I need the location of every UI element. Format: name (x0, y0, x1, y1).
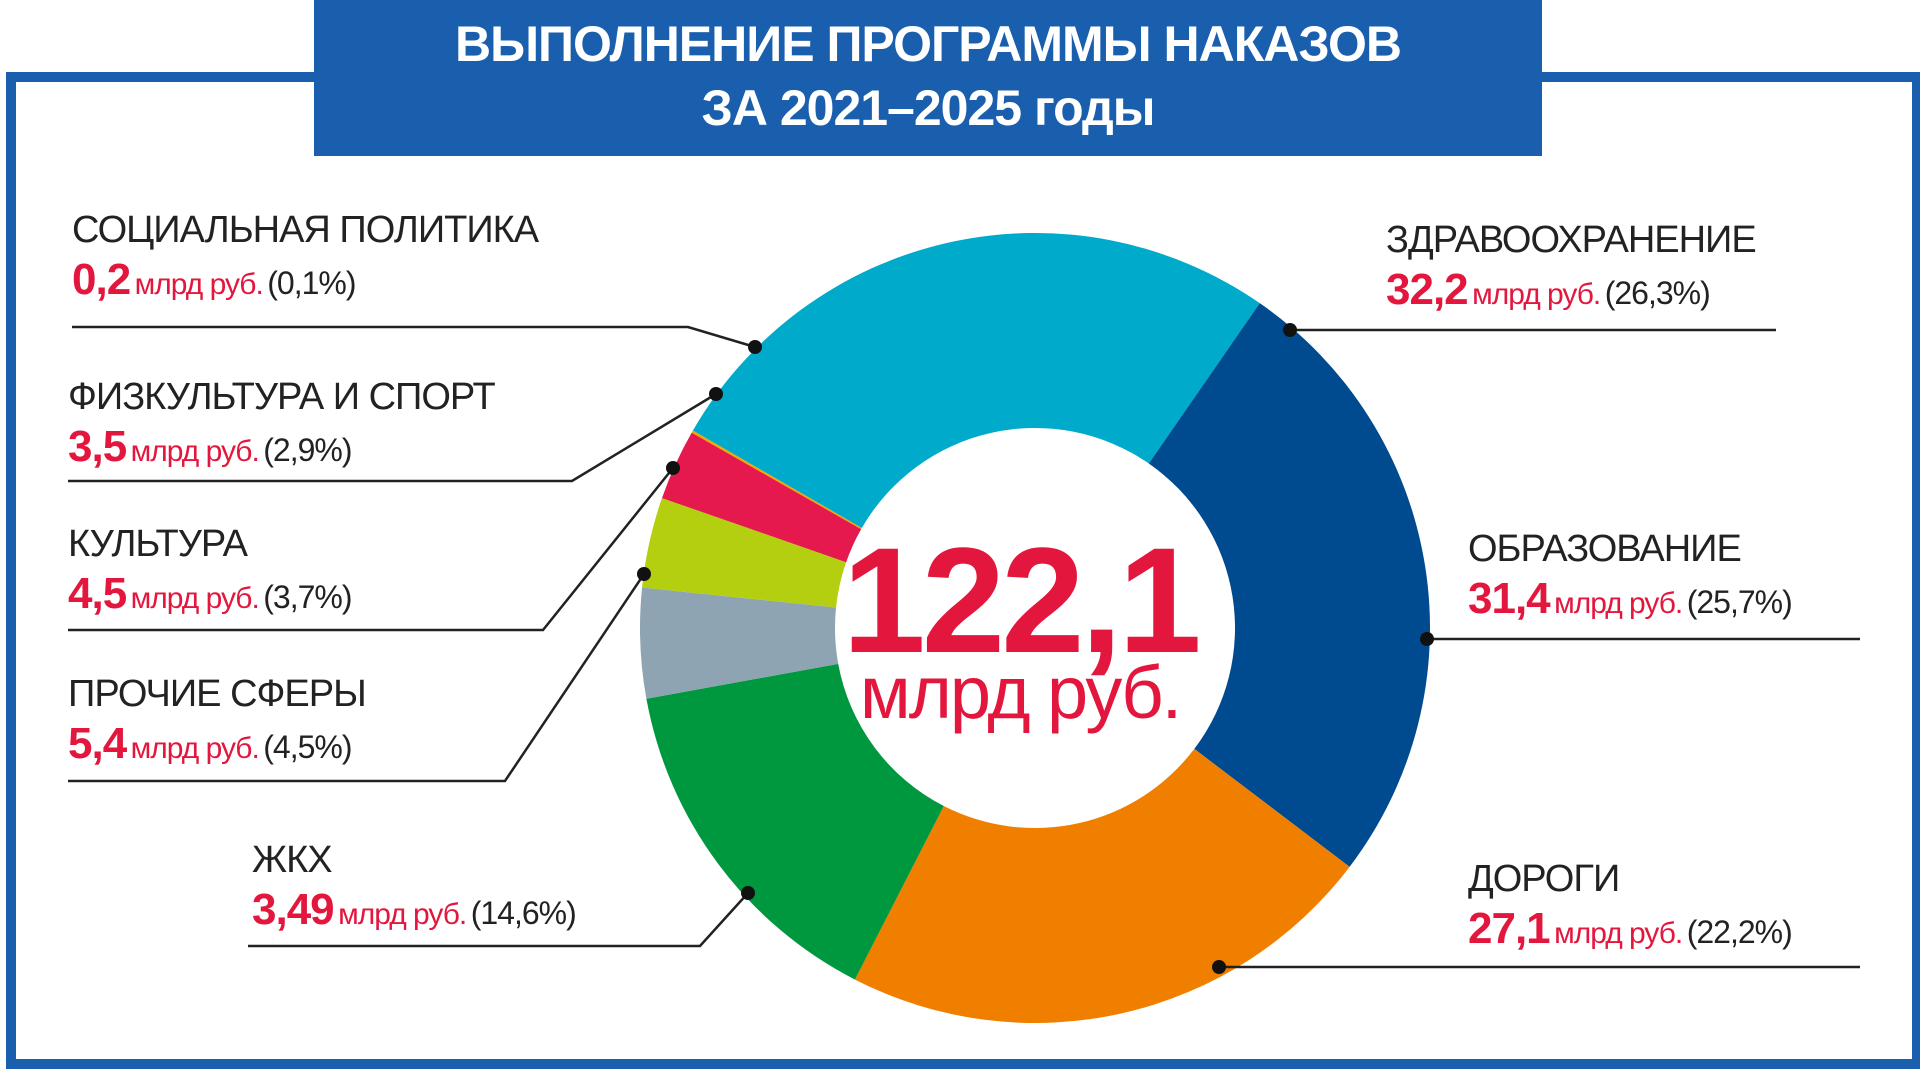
percent-label: (25,7%) (1686, 584, 1793, 620)
donut-slice-0 (692, 232, 1260, 528)
title-line-2: ЗА 2021–2025 годы (701, 80, 1156, 136)
label-other: ПРОЧИЕ СФЕРЫ 5,4 млрд руб. (4,5%) (68, 672, 367, 782)
leader-line-3 (248, 892, 749, 948)
donut-slice-4 (640, 587, 839, 699)
chart-title: ВЫПОЛНЕНИЕ ПРОГРАММЫ НАКАЗОВ ЗА 2021–202… (314, 0, 1542, 156)
category-label: ФИЗКУЛЬТУРА И СПОРТ (68, 376, 496, 418)
label-social-policy: СОЦИАЛЬНАЯ ПОЛИТИКА 0,2 млрд руб. (0,1%) (72, 208, 539, 318)
category-label: ДОРОГИ (1468, 858, 1620, 900)
label-education: ОБРАЗОВАНИЕ 31,4 млрд руб. (25,7%) (1468, 527, 1793, 637)
donut-slice-5 (642, 498, 847, 608)
donut-slice-6 (661, 432, 862, 563)
leader-dot-3 (741, 886, 755, 900)
leader-dot-4 (637, 567, 651, 581)
label-housing: ЖКХ 3,49 млрд руб. (14,6%) (252, 838, 577, 948)
leader-dot-0 (1283, 323, 1297, 337)
category-label: ОБРАЗОВАНИЕ (1468, 528, 1742, 570)
unit-label: млрд руб. (338, 898, 467, 931)
percent-label: (4,5%) (263, 729, 352, 765)
label-healthcare: ЗДРАВООХРАНЕНИЕ 32,2 млрд руб. (26,3%) (1386, 218, 1757, 328)
percent-label: (2,9%) (263, 432, 352, 468)
leader-line-5 (68, 467, 674, 632)
percent-label: (14,6%) (470, 895, 577, 931)
donut-slice-7 (691, 430, 862, 530)
value-label: 4,5 (68, 569, 127, 618)
unit-label: млрд руб. (130, 732, 260, 765)
percent-label: (26,3%) (1604, 275, 1711, 311)
value-label: 0,2 (72, 255, 131, 304)
value-label: 27,1 (1468, 904, 1551, 953)
donut-slice-1 (1148, 303, 1430, 867)
label-roads: ДОРОГИ 27,1 млрд руб. (22,2%) (1468, 857, 1793, 967)
category-label: КУЛЬТУРА (68, 523, 248, 565)
category-label: ЗДРАВООХРАНЕНИЕ (1386, 219, 1757, 261)
leader-line-4 (68, 573, 646, 783)
value-label: 5,4 (68, 719, 127, 768)
donut-slice-3 (646, 663, 944, 980)
center-total-unit: млрд руб. (859, 651, 1182, 734)
leader-line-7 (72, 325, 756, 349)
center-total-value: 122,1 (842, 516, 1201, 684)
percent-label: (0,1%) (267, 265, 356, 301)
value-label: 3,5 (68, 422, 127, 471)
leader-dot-5 (666, 461, 680, 475)
leader-dot-1 (1420, 632, 1434, 646)
value-label: 32,2 (1386, 265, 1469, 314)
unit-label: млрд руб. (1472, 278, 1601, 311)
title-line-1: ВЫПОЛНЕНИЕ ПРОГРАММЫ НАКАЗОВ (454, 16, 1402, 72)
percent-label: (3,7%) (263, 579, 352, 615)
leader-dot-6 (709, 387, 723, 401)
unit-label: млрд руб. (130, 435, 260, 468)
label-culture: КУЛЬТУРА 4,5 млрд руб. (3,7%) (68, 522, 353, 632)
leader-dot-7 (748, 340, 762, 354)
value-label: 3,49 (252, 885, 335, 934)
value-label: 31,4 (1468, 574, 1551, 623)
label-sport: ФИЗКУЛЬТУРА И СПОРТ 3,5 млрд руб. (2,9%) (68, 375, 496, 485)
percent-label: (22,2%) (1686, 914, 1793, 950)
unit-label: млрд руб. (1554, 917, 1683, 950)
category-label: ПРОЧИЕ СФЕРЫ (68, 673, 367, 715)
unit-label: млрд руб. (130, 582, 260, 615)
unit-label: млрд руб. (1554, 587, 1683, 620)
leader-dot-2 (1212, 960, 1226, 974)
unit-label: млрд руб. (134, 268, 264, 301)
category-label: ЖКХ (252, 839, 333, 881)
category-label: СОЦИАЛЬНАЯ ПОЛИТИКА (72, 209, 539, 251)
leader-line-6 (68, 392, 717, 483)
donut-slice-2 (854, 748, 1350, 1023)
